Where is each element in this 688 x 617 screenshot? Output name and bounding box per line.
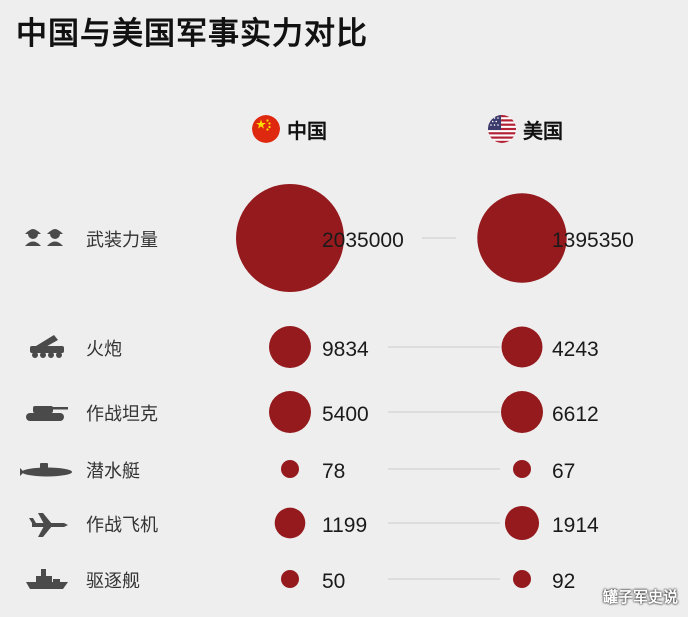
china-bubble — [269, 391, 311, 433]
china-bubble — [236, 184, 344, 292]
category-label: 武装力量 — [86, 230, 158, 251]
usa-value-label: 1395350 — [552, 229, 634, 252]
legend-usa-label: 美国 — [523, 118, 563, 143]
china-value-label: 1199 — [322, 514, 367, 537]
tank-icon — [26, 406, 68, 421]
china-value-label: 2035000 — [322, 229, 404, 252]
usa-value-label: 67 — [552, 460, 575, 483]
soldiers-icon — [25, 229, 63, 246]
submarine-icon — [20, 463, 72, 477]
china-value-label: 50 — [322, 570, 345, 593]
watermark: 罐子军史说 — [602, 588, 678, 606]
fighter-jet-icon — [29, 513, 68, 537]
usa-bubble — [513, 570, 531, 588]
category-label: 火炮 — [86, 339, 122, 360]
usa-bubble — [501, 391, 543, 433]
usa-bubble — [501, 326, 543, 368]
china-bubble — [281, 460, 299, 478]
legend-china-label: 中国 — [287, 118, 327, 143]
china-value-label: 78 — [322, 460, 345, 483]
category-label: 驱逐舰 — [86, 571, 140, 592]
usa-value-label: 92 — [552, 570, 575, 593]
usa-bubble — [513, 460, 531, 478]
usa-bubble — [504, 505, 540, 541]
category-label: 作战飞机 — [86, 515, 158, 536]
rocket-launcher-icon — [30, 335, 64, 358]
china-value-label: 5400 — [322, 403, 369, 426]
china-bubble — [269, 326, 311, 368]
china-bubble — [274, 507, 306, 539]
china-value-label: 9834 — [322, 338, 369, 361]
chart-title: 中国与美国军事实力对比 — [16, 16, 368, 52]
legend-usa: 美国 — [488, 114, 563, 144]
usa-value-label: 6612 — [552, 403, 599, 426]
china-flag-icon — [252, 115, 280, 143]
legend-china: 中国 — [252, 114, 327, 144]
usa-value-label: 4243 — [552, 338, 599, 361]
china-bubble — [281, 570, 299, 588]
category-label: 潜水艇 — [86, 461, 140, 482]
warship-icon — [26, 569, 68, 589]
usa-value-label: 1914 — [552, 514, 599, 537]
category-label: 作战坦克 — [86, 404, 158, 425]
usa-bubble — [477, 193, 567, 283]
